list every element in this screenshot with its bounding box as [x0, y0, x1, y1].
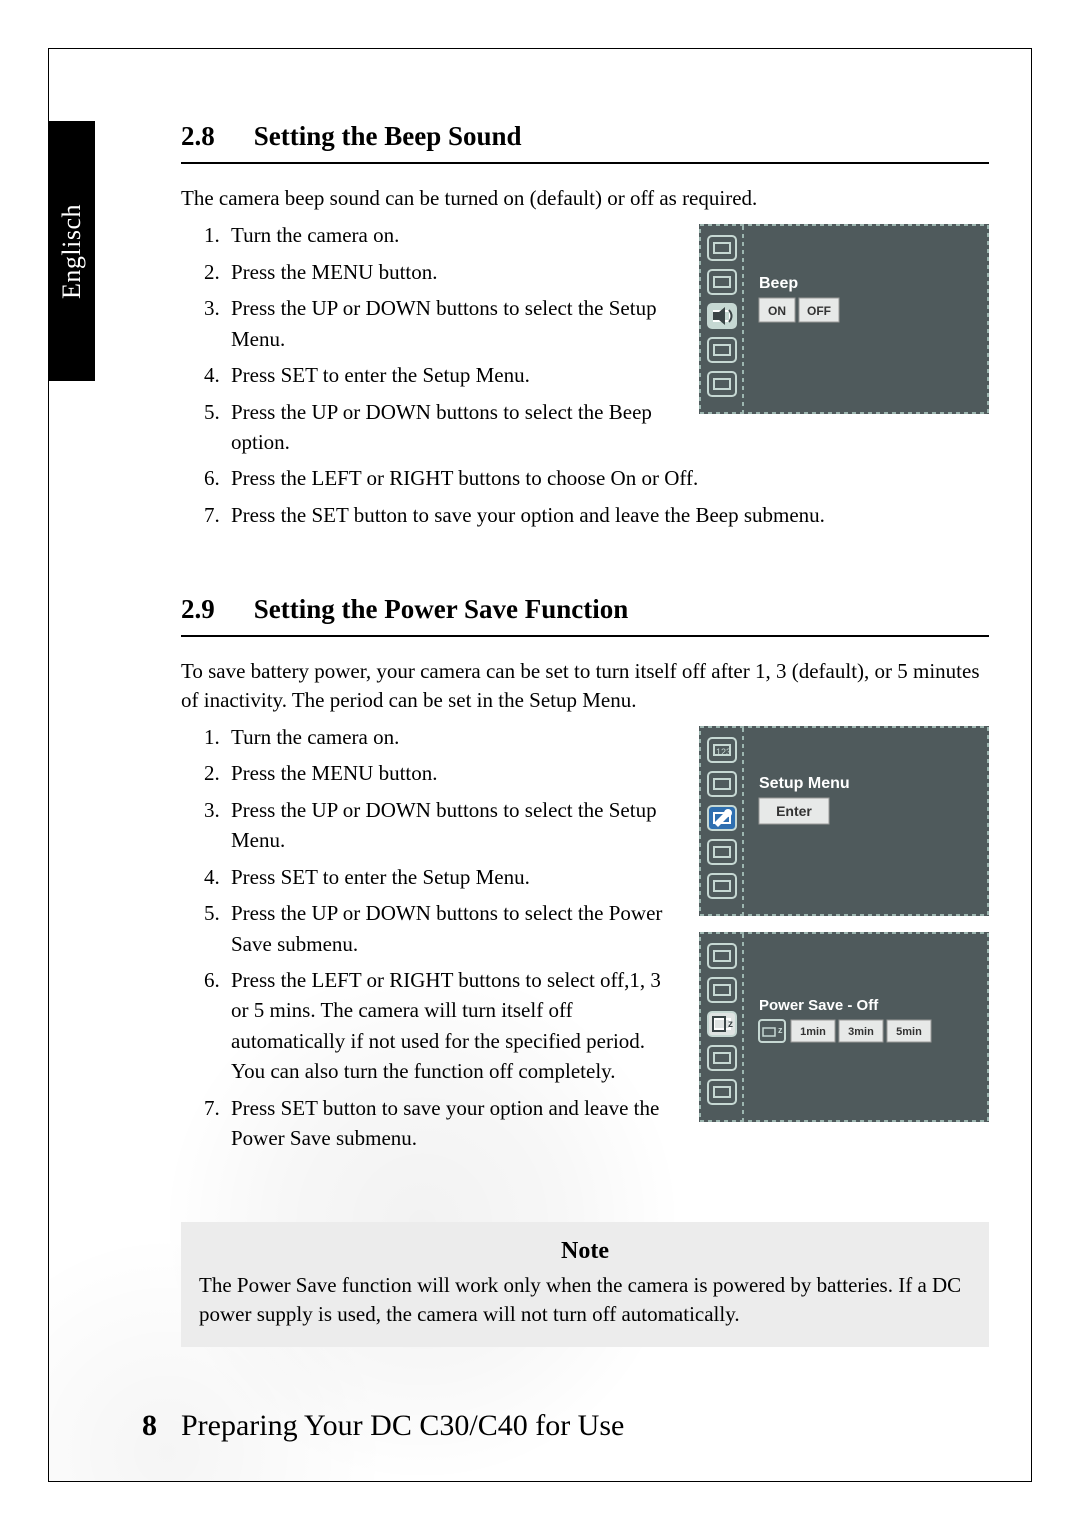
svg-text:z: z — [778, 1025, 783, 1035]
content: 2.8 Setting the Beep Sound The camera be… — [181, 121, 989, 1481]
note-title: Note — [199, 1238, 971, 1265]
lcd-setup: 123 Setup Menu Enter — [699, 726, 989, 916]
footer-title: Preparing Your DC C30/C40 for Use — [181, 1409, 624, 1443]
lcd-beep: Beep ON OFF — [699, 224, 989, 414]
svg-text:z: z — [728, 1019, 733, 1030]
section-29-title: Setting the Power Save Function — [254, 594, 628, 624]
language-tab-label: Englisch — [57, 204, 87, 299]
section-28-step-6: Press the LEFT or RIGHT buttons to choos… — [225, 463, 989, 493]
lcd-power-svg: z Power Save - Off z 1min 3min 5min — [699, 932, 989, 1122]
section-28-heading: 2.8 Setting the Beep Sound — [181, 121, 989, 164]
section-28-intro: The camera beep sound can be turned on (… — [181, 184, 989, 212]
section-beep: 2.8 Setting the Beep Sound The camera be… — [181, 121, 989, 558]
svg-text:ON: ON — [768, 304, 786, 318]
svg-text:Enter: Enter — [776, 803, 812, 819]
svg-text:OFF: OFF — [807, 304, 831, 318]
section-29-number: 2.9 — [181, 594, 247, 625]
section-28-step-7: Press the SET button to save your option… — [225, 500, 989, 530]
svg-text:Setup Menu: Setup Menu — [759, 775, 850, 792]
lcd-beep-svg: Beep ON OFF — [699, 224, 989, 414]
lcd-setup-svg: 123 Setup Menu Enter — [699, 726, 989, 916]
page: Englisch 2.8 Setting the Beep Sound The … — [48, 48, 1032, 1482]
svg-text:1min: 1min — [800, 1026, 826, 1038]
language-tab: Englisch — [49, 121, 95, 381]
note-body: The Power Save function will work only w… — [199, 1271, 971, 1330]
section-29-heading: 2.9 Setting the Power Save Function — [181, 594, 989, 637]
footer: 8 Preparing Your DC C30/C40 for Use — [49, 1409, 1031, 1443]
section-28-title: Setting the Beep Sound — [254, 121, 522, 151]
section-28-number: 2.8 — [181, 121, 247, 152]
svg-text:Beep: Beep — [759, 275, 798, 292]
note-box: Note The Power Save function will work o… — [181, 1222, 989, 1348]
svg-text:Power Save - Off: Power Save - Off — [759, 997, 879, 1014]
section-29-intro: To save battery power, your camera can b… — [181, 657, 989, 714]
lcd-power: z Power Save - Off z 1min 3min 5min — [699, 932, 989, 1122]
svg-text:123: 123 — [716, 747, 731, 757]
svg-text:3min: 3min — [848, 1026, 874, 1038]
svg-text:5min: 5min — [896, 1026, 922, 1038]
page-number: 8 — [49, 1409, 181, 1443]
section-power-save: 2.9 Setting the Power Save Function To s… — [181, 594, 989, 1347]
